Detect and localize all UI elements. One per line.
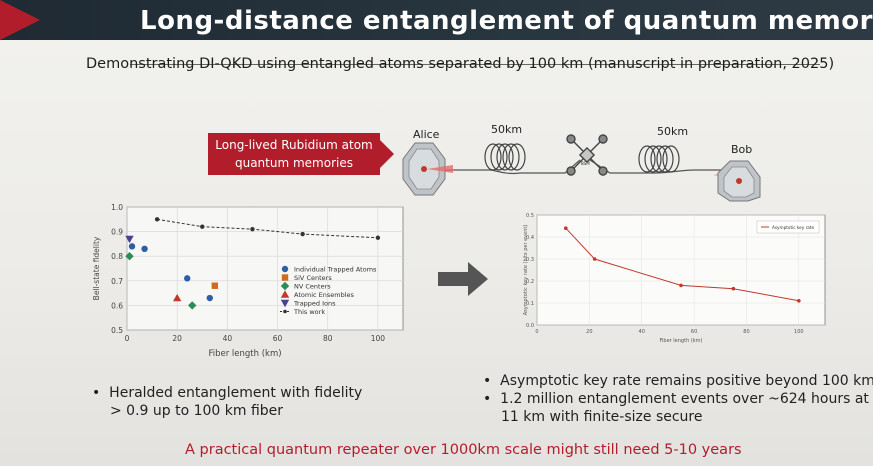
legend-entry: Trapped Ions: [293, 300, 336, 308]
right-bullet-2: 1.2 million entanglement events over ~62…: [500, 391, 869, 407]
fidelity-chart: 0.5 0.6 0.7 0.8 0.9 1.0 0 20 40 60 80 100 Fiber leng…: [92, 203, 404, 359]
plot-area: [126, 206, 404, 331]
bullet-dot: •: [483, 391, 501, 407]
x-tick-label: 60: [273, 334, 283, 343]
y-tick-label: 0.3: [526, 257, 534, 263]
key-rate-chart: 0.0 0.1 0.2 0.3 0.4 0.5 0 20 40 60 80 100 Fiber leng…: [523, 213, 826, 344]
bullet-dot: •: [483, 373, 501, 389]
x-tick-label: 20: [172, 334, 182, 343]
legend-entry: Asymptotic key rate: [772, 225, 814, 230]
legend-entry: This work: [293, 308, 325, 316]
x-axis-label: Fiber length (km): [208, 349, 281, 359]
data-point: [250, 226, 255, 232]
data-point: [141, 245, 148, 253]
data-point: [128, 243, 136, 250]
x-tick-label: 20: [586, 329, 592, 335]
left-bullet-line-1: Heralded entanglement with fidelity: [109, 385, 363, 401]
data-point: [679, 283, 683, 288]
fiber-left-label: 50km: [491, 123, 522, 136]
x-tick-label: 80: [323, 334, 333, 343]
legend-swatch: [280, 299, 290, 308]
x-tick-label: 80: [743, 329, 749, 335]
x-tick-label: 0: [125, 334, 130, 343]
y-tick-label: 0.9: [111, 228, 123, 237]
x-tick-label: 0: [535, 329, 538, 335]
legend-swatch: [281, 274, 289, 281]
legend-swatch: [280, 281, 290, 291]
data-point: [172, 293, 182, 302]
bsm-station-icon: [566, 134, 608, 176]
legend-swatch: [283, 309, 287, 314]
y-tick-label: 0.4: [526, 235, 534, 241]
data-point: [184, 275, 191, 282]
right-arrow-icon: [438, 262, 488, 296]
y-tick-label: 1.0: [111, 203, 123, 212]
legend-entry: Individual Trapped Atoms: [294, 266, 377, 274]
data-point: [375, 235, 381, 240]
right-bullet-3: 11 km with finite-size secure: [501, 409, 703, 425]
data-point: [300, 231, 305, 237]
fiber-coil-left-icon: [484, 143, 526, 171]
legend-entry: Atomic Ensembles: [294, 291, 355, 299]
legend-swatch: [281, 265, 289, 273]
x-axis-label: Fiber length (km): [660, 338, 703, 344]
y-axis-label: Asymptotic key rate (bits per event): [523, 225, 529, 316]
slide-title: Long-distance entanglement of quantum me…: [140, 6, 873, 36]
title-bar: Long-distance entanglement of quantum me…: [0, 0, 873, 40]
network-diagram: Alice 50km BSM 50km: [402, 123, 761, 202]
callout-box: Long-lived Rubidium atom quantum memorie…: [208, 133, 394, 175]
data-point: [206, 294, 213, 302]
data-point: [797, 299, 801, 303]
legend-box: [756, 220, 820, 234]
fiber-coil-right-icon: [638, 145, 680, 173]
legend-swatch: [280, 290, 290, 298]
data-point: [592, 257, 597, 261]
data-point: [125, 235, 134, 244]
x-tick-label: 100: [371, 334, 386, 343]
data-point: [564, 226, 568, 230]
chevron-logo-icon: [0, 0, 40, 40]
data-point: [200, 224, 205, 229]
bob-label: Bob: [731, 143, 752, 156]
y-axis-label: Bell-state fidelity: [92, 236, 101, 300]
y-tick-label: 0.0: [526, 323, 534, 329]
data-point: [125, 252, 134, 261]
legend-entry: SiV Centers: [294, 274, 332, 282]
alice-label: Alice: [413, 128, 440, 141]
y-tick-label: 0.5: [111, 326, 123, 335]
subtitle-underline: [130, 64, 820, 65]
left-bullet-line-2: > 0.9 up to 100 km fiber: [110, 403, 284, 419]
data-point: [211, 282, 219, 289]
bsm-label: BSM: [581, 161, 590, 166]
right-bullets: • Asymptotic key rate remains positive b…: [483, 372, 873, 426]
x-tick-label: 60: [691, 329, 697, 335]
x-tick-label: 40: [223, 334, 233, 343]
y-tick-label: 0.8: [111, 252, 123, 261]
legend-entry: NV Centers: [294, 283, 331, 291]
bob-node-icon: [713, 160, 761, 202]
data-point: [731, 286, 736, 291]
callout-text: Long-lived Rubidium atom quantum memorie…: [215, 138, 373, 170]
y-tick-label: 0.5: [526, 213, 534, 219]
y-tick-label: 0.7: [111, 277, 123, 286]
bullet-dot: •: [92, 385, 110, 401]
bottom-note: A practical quantum repeater over 1000km…: [185, 442, 742, 458]
y-tick-label: 0.1: [526, 301, 534, 307]
y-tick-label: 0.6: [111, 301, 123, 310]
y-tick-label: 0.2: [526, 279, 534, 285]
fiber-right-label: 50km: [657, 125, 688, 138]
data-point: [154, 217, 160, 222]
right-bullet-1: Asymptotic key rate remains positive bey…: [500, 373, 873, 389]
x-tick-label: 40: [639, 329, 645, 335]
x-tick-label: 100: [794, 329, 804, 335]
slide-subtitle: Demonstrating DI-QKD using entangled ato…: [86, 56, 835, 72]
left-bullet: • Heralded entanglement with fidelity > …: [92, 384, 362, 420]
alice-node-icon: [402, 142, 453, 196]
data-point: [188, 301, 197, 310]
